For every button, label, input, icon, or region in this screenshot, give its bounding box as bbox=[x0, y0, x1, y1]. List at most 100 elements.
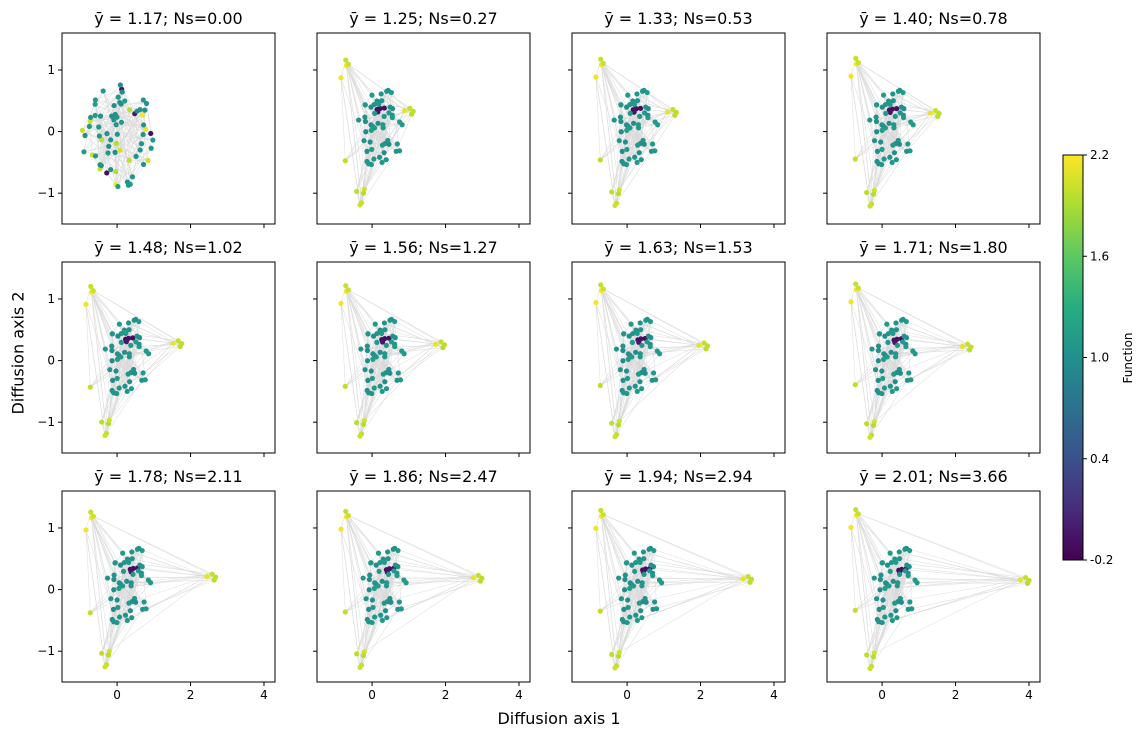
network-nodes bbox=[79, 82, 156, 190]
node-point bbox=[898, 599, 904, 605]
node-point bbox=[124, 578, 130, 584]
axes-frame bbox=[571, 261, 786, 454]
network-edge bbox=[345, 511, 369, 622]
node-point bbox=[906, 564, 912, 570]
node-point bbox=[651, 370, 657, 376]
network-edge bbox=[896, 346, 963, 373]
node-point bbox=[912, 577, 918, 583]
node-point bbox=[396, 599, 402, 605]
node-point bbox=[401, 577, 407, 583]
node-point bbox=[624, 104, 630, 110]
node-point bbox=[114, 375, 120, 382]
node-point bbox=[641, 110, 648, 116]
node-point bbox=[626, 333, 632, 339]
network-edge bbox=[906, 321, 912, 380]
node-point bbox=[133, 599, 139, 605]
node-point bbox=[378, 612, 384, 618]
node-point bbox=[633, 349, 639, 355]
network-edge bbox=[346, 516, 371, 564]
node-point bbox=[890, 98, 896, 104]
node-point bbox=[894, 386, 900, 392]
node-point bbox=[354, 188, 360, 194]
network-edge bbox=[856, 515, 883, 564]
node-point bbox=[396, 119, 403, 125]
node-point bbox=[122, 612, 129, 618]
node-point bbox=[105, 652, 112, 658]
node-point bbox=[639, 583, 645, 589]
node-point bbox=[360, 421, 367, 427]
network-edge bbox=[102, 90, 113, 117]
panel: ȳ = 1.48; Ns=1.02 −1 0 1 bbox=[37, 238, 276, 457]
node-point bbox=[598, 507, 604, 514]
node-point bbox=[113, 122, 119, 128]
network-nodes bbox=[593, 56, 679, 209]
node-point bbox=[125, 320, 132, 326]
node-point bbox=[908, 377, 914, 383]
node-point bbox=[621, 390, 627, 396]
network-edge bbox=[620, 116, 645, 145]
network-edge bbox=[595, 510, 602, 529]
node-point bbox=[903, 545, 909, 551]
node-point bbox=[905, 141, 911, 147]
node-point bbox=[642, 370, 648, 376]
node-point bbox=[611, 117, 617, 123]
node-point bbox=[116, 385, 122, 391]
network-edge bbox=[873, 151, 878, 195]
network-edge bbox=[600, 510, 624, 622]
axes-frame bbox=[571, 32, 786, 225]
network-edge bbox=[129, 109, 131, 185]
network-edge bbox=[346, 516, 365, 652]
node-point bbox=[138, 141, 145, 147]
x-tick-label: 0 bbox=[878, 688, 886, 702]
node-point bbox=[117, 562, 124, 568]
network-edge bbox=[394, 548, 481, 582]
network-edge bbox=[878, 319, 904, 351]
node-point bbox=[653, 606, 660, 612]
network-edge bbox=[119, 122, 122, 151]
network-edge bbox=[643, 551, 751, 583]
network-edge bbox=[616, 151, 652, 204]
node-point bbox=[213, 574, 219, 580]
node-point bbox=[116, 614, 123, 620]
network-edge bbox=[85, 512, 92, 531]
node-point bbox=[852, 382, 858, 388]
node-point bbox=[894, 583, 900, 589]
network-edge bbox=[384, 562, 479, 576]
node-point bbox=[600, 60, 606, 67]
network-edge bbox=[115, 148, 152, 185]
network-edge bbox=[875, 116, 900, 145]
node-point bbox=[639, 342, 645, 348]
node-point bbox=[641, 556, 647, 562]
network-edge bbox=[652, 348, 707, 381]
node-point bbox=[900, 339, 906, 345]
node-point bbox=[392, 545, 398, 551]
node-point bbox=[624, 375, 631, 382]
network-edge bbox=[856, 289, 897, 389]
node-point bbox=[612, 202, 618, 209]
node-point bbox=[371, 585, 377, 591]
network-edge bbox=[650, 548, 751, 583]
network-edge bbox=[898, 579, 1021, 602]
node-point bbox=[625, 356, 631, 362]
panel: ȳ = 1.40; Ns=0.78 bbox=[823, 9, 1041, 228]
network-edge bbox=[601, 290, 620, 422]
node-point bbox=[104, 170, 110, 176]
node-point bbox=[364, 358, 371, 364]
node-point bbox=[381, 320, 388, 326]
node-point bbox=[641, 87, 647, 93]
node-point bbox=[650, 564, 657, 570]
node-point bbox=[140, 131, 146, 138]
node-point bbox=[635, 371, 642, 377]
node-point bbox=[634, 330, 640, 336]
network-edge bbox=[387, 548, 396, 602]
node-point bbox=[643, 599, 649, 605]
node-point bbox=[888, 612, 894, 618]
node-point bbox=[1017, 577, 1024, 583]
node-point bbox=[388, 316, 395, 322]
node-point bbox=[343, 508, 349, 514]
node-point bbox=[126, 327, 132, 333]
network-edge bbox=[111, 116, 116, 172]
network-edges bbox=[85, 512, 216, 667]
y-tick-label: 1 bbox=[47, 63, 55, 77]
node-point bbox=[122, 98, 128, 104]
